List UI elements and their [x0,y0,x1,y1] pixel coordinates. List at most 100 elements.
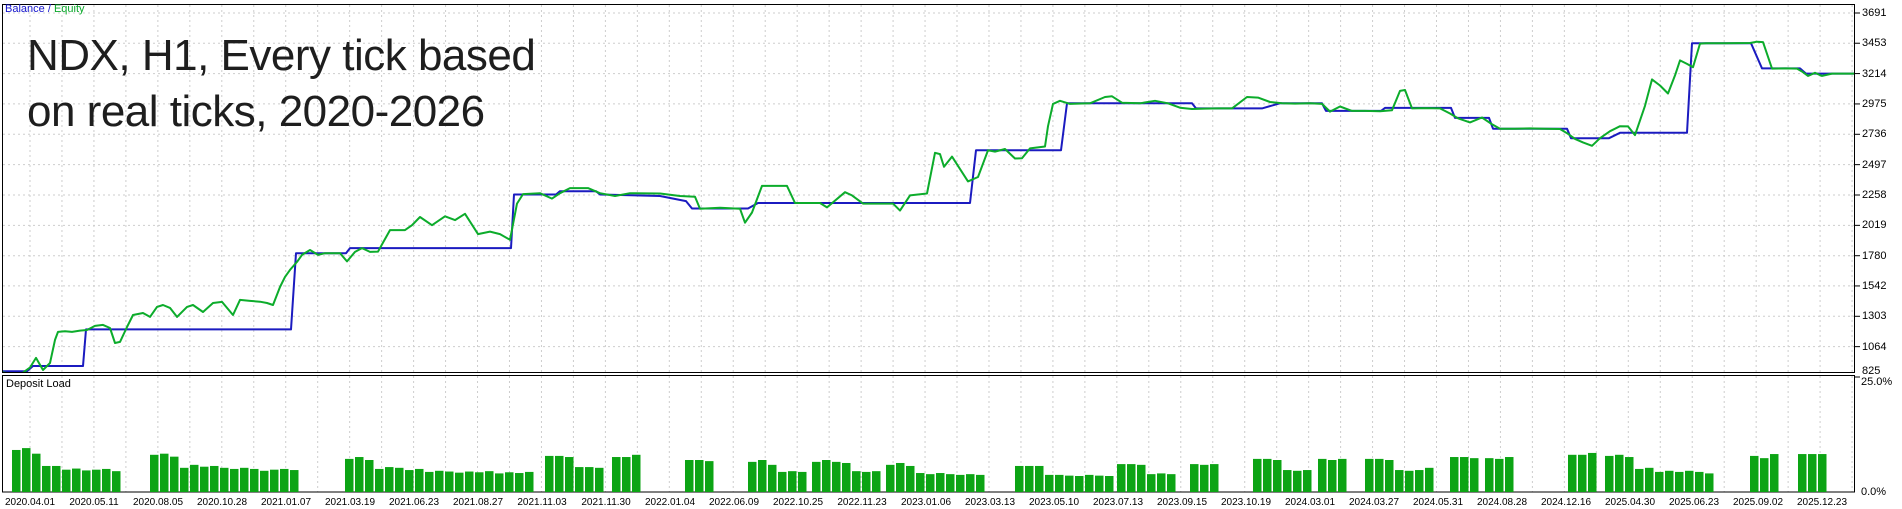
deposit-load-bar [585,467,594,492]
deposit-load-bar [1675,471,1684,492]
deposit-load-bar [525,471,534,492]
deposit-load-bar [240,467,249,492]
deposit-load-bar [1760,458,1769,492]
deposit-load-bar [1200,464,1209,492]
deposit-load-bar [798,471,807,492]
deposit-load-bar [160,453,169,492]
chart-legend: Balance / Equity [5,3,85,15]
deposit-load-bar [705,461,714,492]
deposit-load-bar [1157,473,1166,492]
deposit-load-bar [250,468,259,492]
deposit-load-bar [926,474,935,492]
deposit-load-bar [42,465,51,492]
deposit-load-bar [1685,470,1694,492]
x-axis-label: 2021.06.23 [388,497,440,508]
deposit-load-bar [622,457,631,492]
deposit-load-label: Deposit Load [6,378,71,390]
deposit-load-bar [260,470,269,492]
deposit-load-bar [1137,464,1146,492]
deposit-load-bar [565,457,574,492]
x-axis-label: 2020.04.01 [4,497,56,508]
deposit-load-bar [758,460,767,492]
y-axis-label: 3453 [1862,37,1887,50]
deposit-load-bar [1615,454,1624,492]
x-axis-label: 2024.03.27 [1348,497,1400,508]
deposit-load-bar [632,454,641,492]
deposit-load-bar [112,471,121,492]
deposit-load-bar [1190,464,1199,492]
x-axis-label: 2024.12.16 [1540,497,1592,508]
deposit-load-bar [415,468,424,492]
chart-title: NDX, H1, Every tick based on real ticks,… [27,28,536,140]
deposit-load-bar [1770,454,1779,492]
deposit-load-bar [1303,470,1312,492]
x-axis-label: 2022.06.09 [708,497,760,508]
deposit-load-bar [812,461,821,492]
x-axis-label: 2022.10.25 [772,497,824,508]
deposit-load-bar [1485,458,1494,492]
x-axis-label: 2023.01.06 [900,497,952,508]
deposit-load-bar [555,455,564,492]
y-axis-label: 825 [1862,365,1881,377]
deposit-load-bar [1055,474,1064,492]
deposit-load-bar [842,462,851,492]
deposit-load-bar [102,468,111,492]
deposit-load-bar [1395,470,1404,492]
deposit-load-bar [1415,470,1424,492]
deposit-load-bar [465,471,474,492]
y-axis-label: 3214 [1862,67,1887,80]
deposit-load-bar [200,466,209,492]
deposit-load-bar [778,471,787,492]
deposit-load-bar [916,473,925,492]
deposit-load-bar [768,464,777,492]
deposit-load-bar [375,468,384,492]
deposit-load-bar [1025,465,1034,492]
deposit-load-bar [1167,474,1176,492]
deposit-load-bar [475,472,484,492]
deposit-load-bar [1798,454,1807,492]
y-axis-label: 2736 [1862,128,1887,141]
deposit-load-bar [22,448,31,492]
deposit-load-bar [1293,470,1302,492]
deposit-load-bar [1645,467,1654,492]
deposit-load-bar [1328,460,1337,492]
deposit-load-bar [1210,464,1219,492]
deposit-load-bar [435,470,444,492]
deposit-load-bar [515,473,524,492]
deposit-load-bar [270,469,279,492]
deposit-load-bar [896,462,905,492]
deposit-load-bar [220,467,229,492]
deposit-load-bar [395,467,404,492]
x-axis-label: 2021.11.30 [581,497,631,508]
deposit-load-bar [956,474,965,492]
deposit-load-bar [1318,458,1327,492]
chart-title-line1: NDX, H1, Every tick based [27,31,536,80]
deposit-load-bar [695,460,704,492]
deposit-load-bar [852,471,861,492]
deposit-load-bar [1460,457,1469,492]
deposit-load-bar [385,467,394,492]
deposit-load-bar [1605,455,1614,492]
deposit-load-bar [1127,464,1136,492]
deposit-load-bar [1588,452,1597,492]
deposit-load-bar [936,473,945,492]
deposit-load-bar [575,467,584,492]
deposit-load-bar [1283,470,1292,492]
x-axis-label: 2020.05.11 [69,497,119,508]
deposit-load-bar [1385,460,1394,492]
x-axis-label: 2022.11.23 [837,497,887,508]
x-axis-label: 2023.10.19 [1220,497,1272,508]
deposit-load-bar [612,457,621,492]
deposit-load-bar [92,469,101,492]
deposit-load-bar [12,449,21,492]
x-axis-label: 2023.05.10 [1028,497,1080,508]
deposit-load-bar [976,474,985,492]
x-axis-label: 2020.10.28 [196,497,248,508]
x-axis-label: 2020.08.05 [132,497,184,508]
deposit-load-bar [190,464,199,492]
y-axis-label: 2258 [1862,189,1887,201]
deposit-load-bar [822,460,831,492]
deposit-load-bar [685,460,694,492]
equity-line [3,40,1854,372]
x-axis-label: 2024.08.28 [1476,497,1528,508]
